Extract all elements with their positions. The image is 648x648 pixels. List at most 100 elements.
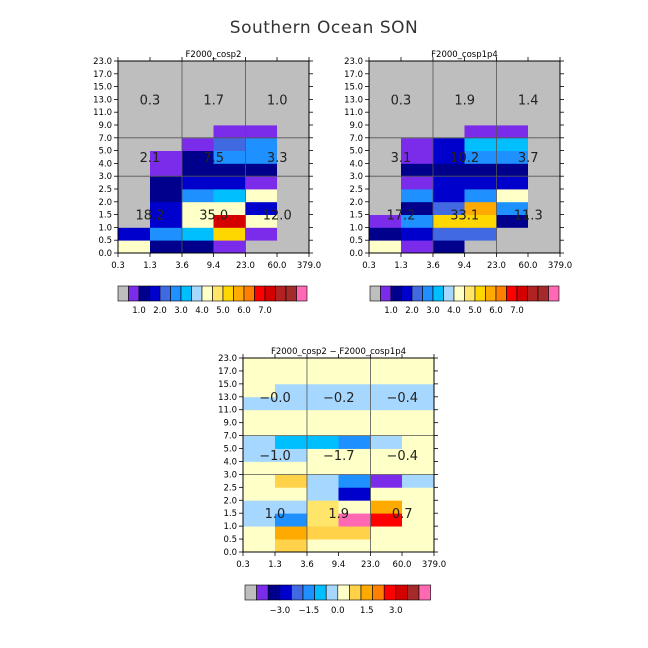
x-tick-label: 0.3: [111, 261, 125, 271]
y-tick-label: 23.0: [218, 354, 237, 364]
heatmap-cell: [464, 163, 497, 177]
heatmap-cell: [274, 474, 308, 488]
colorbar: −3.0 −1.5 0.0 1.5 3.0: [244, 584, 431, 616]
heatmap-cell: [181, 201, 214, 215]
region-value-high: 0.3: [391, 93, 412, 108]
heatmap-cell: [432, 176, 465, 190]
y-tick-label: 1.0: [98, 223, 112, 233]
heatmap-cell: [528, 125, 561, 139]
colorbar-swatch: [138, 285, 150, 302]
heatmap-cell: [274, 358, 308, 372]
heatmap-cell: [528, 189, 561, 203]
heatmap-cell: [464, 227, 497, 241]
region-value-high: −0.4: [386, 391, 418, 406]
heatmap-cell: [274, 396, 308, 411]
x-tick-label: 9.4: [207, 261, 221, 271]
heatmap-cell: [149, 201, 183, 215]
heatmap-cell: [306, 383, 339, 398]
heatmap-cell: [370, 383, 403, 398]
heatmap-cell: [400, 150, 434, 164]
y-tick-label: 3.0: [349, 172, 363, 182]
heatmap-cell: [181, 163, 214, 177]
heatmap-cell: [402, 474, 435, 488]
colorbar-swatch: [443, 285, 455, 302]
heatmap-cell: [274, 500, 308, 514]
region-value-mid: 3.3: [267, 151, 288, 166]
heatmap-cell: [400, 61, 434, 75]
colorbar-swatch: [407, 584, 420, 601]
heatmap-cell: [370, 513, 403, 527]
y-tick-label: 13.0: [344, 95, 363, 105]
heatmap-cell: [496, 73, 529, 87]
heatmap-cell: [245, 137, 278, 151]
heatmap-cell: [402, 358, 435, 372]
heatmap-cell: [402, 526, 435, 540]
heatmap-cell: [338, 500, 371, 514]
heatmap-cell: [496, 99, 529, 113]
heatmap-cell: [277, 73, 310, 87]
colorbar-swatch: [516, 285, 528, 302]
x-tick-label: 379.0: [548, 261, 572, 271]
heatmap-cell: [243, 396, 276, 411]
heatmap-cell: [118, 176, 151, 190]
heatmap-cell: [306, 396, 339, 411]
colorbar-swatch: [537, 285, 549, 302]
colorbar-label: 2.0: [153, 306, 167, 316]
heatmap-cell: [245, 86, 278, 100]
colorbar-swatch: [302, 584, 315, 601]
heatmap-cell: [496, 201, 529, 215]
y-tick-label: 11.0: [93, 108, 112, 118]
region-value-high: 1.0: [267, 93, 288, 108]
heatmap-cell: [338, 539, 371, 553]
y-tick-label: 0.5: [223, 535, 237, 545]
heatmap-cell: [400, 137, 434, 151]
heatmap-cell: [274, 383, 308, 398]
colorbar-label: 3.0: [174, 306, 188, 316]
y-tick-label: 23.0: [344, 57, 363, 67]
y-tick-label: 5.0: [223, 445, 237, 455]
y-tick-label: 2.0: [98, 198, 112, 208]
heatmap-cell: [464, 150, 497, 164]
heatmap-cell: [245, 73, 278, 87]
heatmap-cell: [213, 189, 246, 203]
heatmap-cell: [243, 409, 276, 424]
y-tick-label: 2.5: [98, 185, 112, 195]
heatmap-cell: [369, 240, 402, 254]
heatmap-cell: [118, 125, 151, 139]
heatmap-cell: [370, 370, 403, 385]
heatmap-cell: [528, 201, 561, 215]
heatmap-cell: [243, 487, 276, 501]
region-value-low: 1.0: [265, 507, 286, 522]
heatmap-cell: [149, 112, 183, 126]
heatmap-cell: [496, 176, 529, 190]
colorbar-swatch: [180, 285, 192, 302]
heatmap-cell: [277, 150, 310, 164]
heatmap-cell: [338, 461, 371, 475]
colorbar-label: −1.5: [298, 606, 319, 616]
colorbar-swatch: [495, 285, 507, 302]
x-tick-label: 1.3: [143, 261, 157, 271]
heatmap-cell: [369, 99, 402, 113]
y-tick-label: 1.5: [98, 211, 112, 221]
heatmap-cell: [402, 487, 435, 501]
heatmap-cell: [245, 150, 278, 164]
heatmap-cell: [118, 214, 151, 228]
y-tick-label: 11.0: [344, 108, 363, 118]
heatmap-cell: [274, 448, 308, 462]
heatmap-cell: [245, 240, 278, 254]
heatmap-cell: [277, 189, 310, 203]
heatmap-cell: [243, 435, 276, 449]
heatmap-cell: [496, 112, 529, 126]
x-tick-label: 1.3: [394, 261, 408, 271]
heatmap-cell: [181, 99, 214, 113]
heatmap-cell: [432, 201, 465, 215]
heatmap-cell: [243, 370, 276, 385]
heatmap-cell: [432, 227, 465, 241]
colorbar-label: 1.0: [384, 306, 398, 316]
heatmap-cell: [400, 99, 434, 113]
colorbar-swatch: [256, 584, 269, 601]
colorbar-label: 2.0: [405, 306, 419, 316]
y-tick-label: 13.0: [218, 393, 237, 403]
colorbar-swatch: [279, 584, 292, 601]
heatmap-cell: [370, 487, 403, 501]
